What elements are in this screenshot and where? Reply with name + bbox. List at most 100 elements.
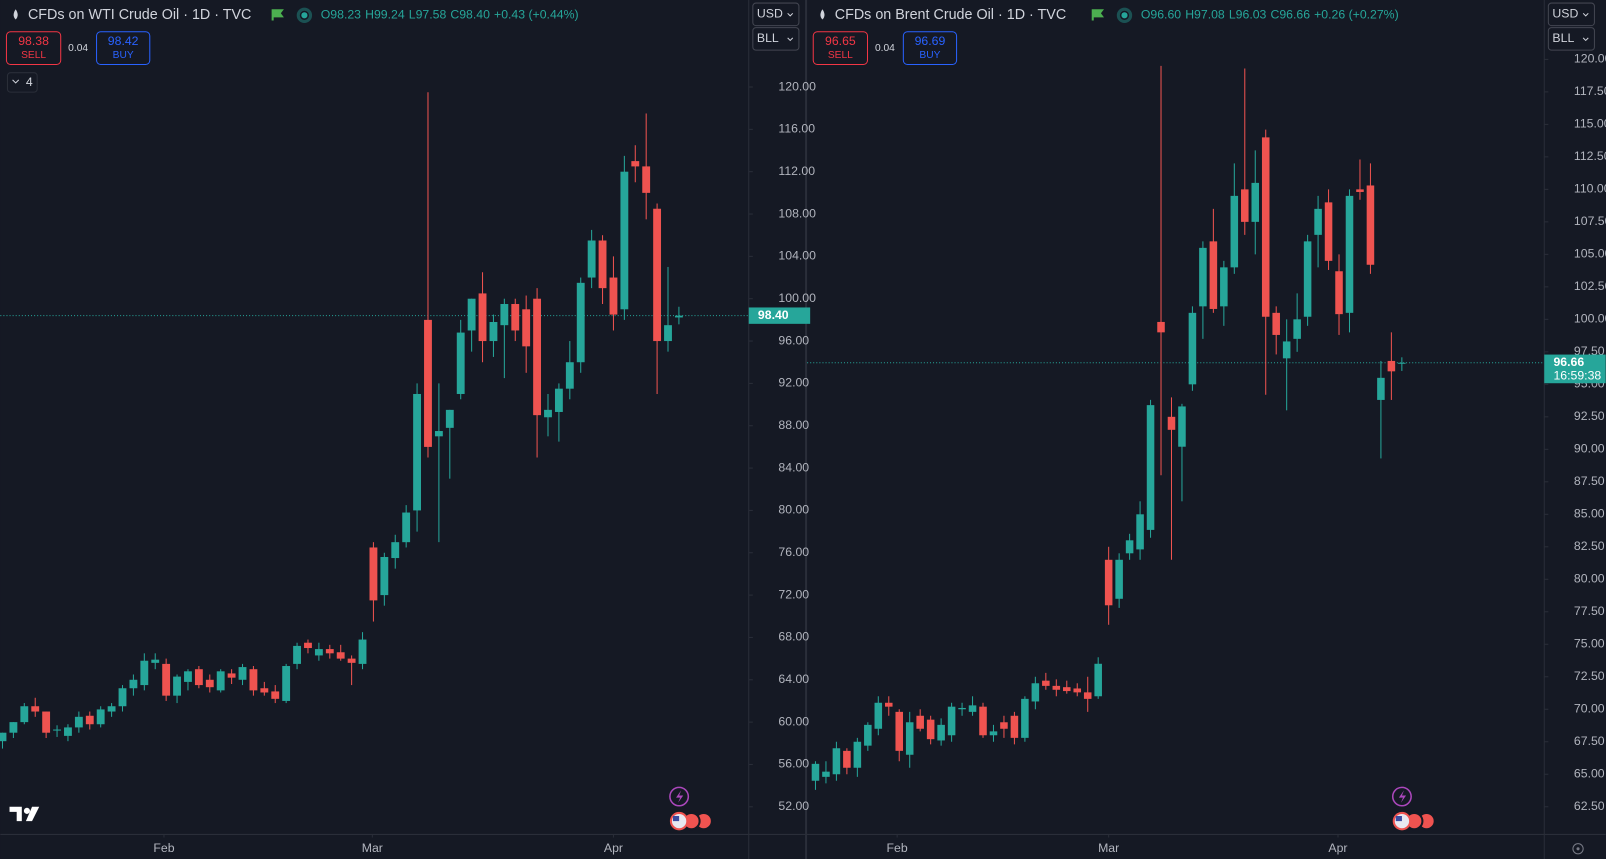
chevron — [1582, 12, 1589, 17]
candle-body — [843, 750, 851, 768]
settings-icon[interactable] — [1572, 843, 1584, 855]
candle-body — [42, 711, 51, 733]
ohlc-value: L97.58 — [409, 8, 447, 22]
y-tick-label: 75.00 — [1574, 637, 1605, 651]
spread: 0.04 — [875, 43, 895, 54]
candle-body — [1104, 559, 1113, 606]
y-tick-label: 67.50 — [1574, 734, 1605, 748]
chart-title[interactable]: CFDs on WTI Crude Oil · 1D · TVC — [28, 7, 251, 23]
candle-body — [1230, 195, 1239, 268]
candle-body — [832, 748, 841, 775]
candle-body — [380, 556, 389, 596]
currency-label: USD — [757, 7, 783, 21]
y-tick-label: 110.00 — [1574, 182, 1606, 196]
sell-price: 98.38 — [18, 34, 49, 48]
currency-selector[interactable] — [752, 2, 800, 27]
candle-body — [1272, 312, 1280, 335]
candle-body — [271, 691, 280, 699]
candle-body — [631, 161, 640, 167]
chart-panel: 62.50 65.00 67.50 70.00 72.50 75.00 77.50 80.00… — [807, 2, 1606, 855]
flag-icon — [271, 9, 284, 21]
candle-body — [1377, 377, 1385, 400]
candle-body — [968, 705, 977, 712]
candle-body — [1157, 321, 1165, 333]
indicator-toggle[interactable] — [6, 72, 38, 93]
event-icons[interactable] — [1391, 786, 1436, 831]
candle-body — [1366, 185, 1375, 265]
last-price-box — [1544, 354, 1606, 384]
y-tick-label: 102.50 — [1574, 279, 1606, 293]
candle-body — [1083, 692, 1092, 699]
y-tick-label: 52.00 — [778, 799, 809, 813]
candle-body — [347, 658, 356, 663]
candle-body — [0, 732, 7, 742]
candle-body — [989, 731, 998, 736]
chevron — [787, 37, 794, 42]
candle-body — [598, 240, 607, 289]
tv-logo[interactable] — [9, 806, 40, 822]
candle-body — [9, 722, 18, 733]
currency-selector[interactable] — [1547, 2, 1595, 27]
buy-label: BUY — [113, 50, 134, 61]
buy-button[interactable] — [96, 31, 151, 66]
live-dot — [301, 12, 308, 19]
y-tick-label: 100.00 — [778, 291, 816, 305]
candle-body — [1356, 189, 1364, 192]
chevron — [12, 79, 20, 84]
candle-body — [282, 666, 291, 701]
sell-button[interactable] — [812, 31, 869, 66]
unit-selector[interactable] — [752, 27, 800, 51]
spread: 0.04 — [68, 43, 88, 54]
y-tick-label: 62.50 — [1574, 799, 1605, 813]
y-tick-label: 70.00 — [1574, 702, 1605, 716]
candle-body — [1042, 680, 1050, 686]
chart-title[interactable]: CFDs on Brent Crude Oil · 1D · TVC — [835, 7, 1066, 23]
candle-body — [424, 319, 432, 447]
candle-body — [905, 722, 914, 755]
y-tick-label: 92.00 — [778, 376, 809, 390]
candle-body — [1178, 406, 1186, 447]
candle-body — [1303, 241, 1312, 317]
candle-body — [205, 679, 214, 688]
ohlc-value: C98.40 — [450, 8, 490, 22]
ohlc-value: C96.66 — [1270, 8, 1310, 22]
y-tick-label: 87.50 — [1574, 474, 1605, 488]
ohlc-value: +0.43 (+0.44%) — [494, 8, 579, 22]
symbol-icon — [820, 9, 825, 20]
candle-body — [544, 409, 552, 418]
y-tick-label: 115.00 — [1574, 117, 1606, 131]
candle-body — [118, 688, 127, 707]
candle-body — [1209, 241, 1218, 309]
candle-body — [194, 669, 203, 686]
candle-body — [1282, 341, 1291, 359]
y-tick-label: 105.00 — [1574, 247, 1606, 261]
event-icons[interactable] — [669, 786, 713, 831]
y-tick-label: 72.50 — [1574, 669, 1605, 683]
unit-label: BLL — [757, 31, 779, 45]
candle-body — [478, 293, 487, 342]
candle-body — [151, 659, 160, 663]
y-tick-label: 112.00 — [778, 164, 815, 178]
panel-divider — [805, 0, 808, 859]
ohlc-value: L96.03 — [1229, 8, 1267, 22]
candle-body — [1073, 688, 1082, 693]
sell-button[interactable] — [5, 31, 62, 66]
buy-label: BUY — [919, 50, 940, 61]
candle-body — [336, 652, 345, 659]
candle-body — [467, 298, 476, 331]
candle-body — [325, 649, 334, 654]
ohlc-value: O96.60 — [1141, 8, 1181, 22]
y-tick-label: 80.00 — [1574, 572, 1605, 586]
candle-body — [173, 676, 181, 696]
chevron — [1582, 37, 1589, 42]
ohlc-value: H97.08 — [1185, 8, 1225, 22]
x-tick-label: Feb — [887, 841, 908, 855]
unit-selector[interactable] — [1547, 27, 1595, 51]
candle-body — [864, 724, 872, 746]
sell-price: 96.65 — [825, 34, 856, 48]
candle-body — [304, 642, 312, 649]
buy-button[interactable] — [902, 31, 958, 66]
ohlc-legend: O96.60 H97.08 L96.03 C96.66 +0.26 (+0.27%) — [1141, 8, 1399, 22]
candle-body — [31, 706, 40, 712]
ohlc-value: O98.23 — [321, 8, 361, 22]
